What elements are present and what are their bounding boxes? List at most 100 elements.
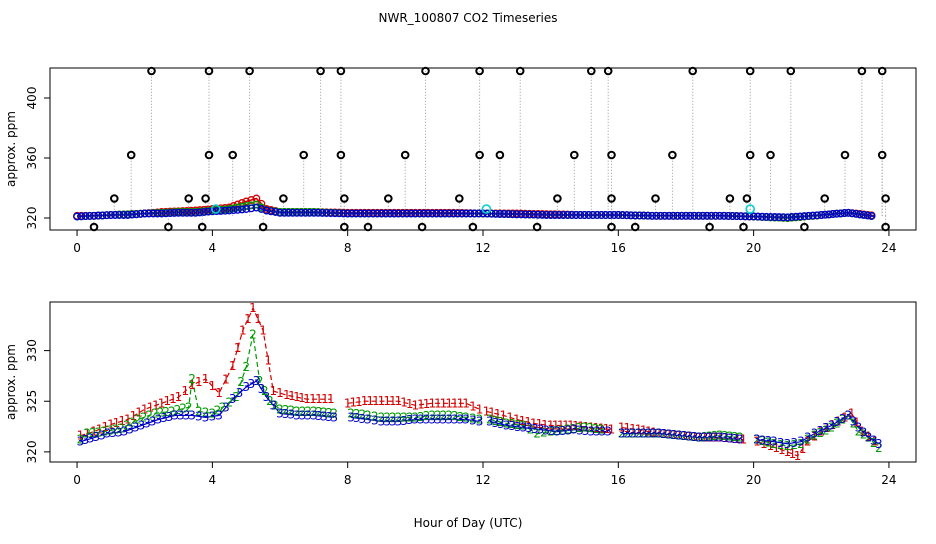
data-point-inlet-1 xyxy=(247,196,256,204)
data-point-1: 1 xyxy=(141,402,149,416)
data-point-inlet-3 xyxy=(791,212,800,221)
data-point-inlet-3 xyxy=(775,213,783,222)
data-point-inlet-3 xyxy=(271,208,280,216)
data-point-1: 1 xyxy=(101,420,109,434)
data-point-inlet-3 xyxy=(660,211,669,220)
data-point-2: 2 xyxy=(558,423,566,437)
data-point-inlet-3 xyxy=(276,208,284,217)
data-point-2: 2 xyxy=(675,429,683,443)
data-point-3: 3 xyxy=(462,413,470,427)
data-point-1: 1 xyxy=(417,398,425,412)
data-point-reference xyxy=(840,150,850,160)
data-point-2: 2 xyxy=(457,410,465,424)
data-point-1: 1 xyxy=(706,431,714,445)
data-point-inlet-3 xyxy=(836,209,845,218)
data-point-reference xyxy=(786,66,796,76)
data-point-1: 1 xyxy=(411,398,419,412)
top-axes: 0 4 8 12 16 20 24 320 360 400 xyxy=(25,87,897,255)
data-point-reference xyxy=(607,194,616,203)
data-point-1: 1 xyxy=(366,394,374,408)
data-point-inlet-3 xyxy=(627,211,635,220)
data-point-1: 1 xyxy=(784,445,792,459)
data-point-inlet-3 xyxy=(111,211,120,219)
data-point-2: 2 xyxy=(417,410,425,424)
data-point-1: 1 xyxy=(524,415,532,429)
data-point-inlet-3 xyxy=(635,211,644,220)
data-point-inlet-1 xyxy=(242,197,251,206)
data-point-3: 3 xyxy=(417,413,425,427)
data-point-reference xyxy=(820,194,830,203)
data-point-3: 3 xyxy=(428,413,436,427)
data-point-1: 1 xyxy=(135,406,143,420)
series-line-1 xyxy=(347,400,480,410)
data-point-3: 3 xyxy=(770,435,778,449)
data-point-3: 3 xyxy=(721,431,729,445)
data-point-3: 3 xyxy=(209,409,217,423)
data-point-inlet-3 xyxy=(736,212,745,221)
series-line-2 xyxy=(351,412,480,421)
data-point-1: 1 xyxy=(701,431,709,445)
data-point-inlet-3 xyxy=(567,211,576,219)
data-point-inlet-3 xyxy=(631,211,640,220)
data-point-1: 1 xyxy=(629,422,637,436)
data-point-2: 2 xyxy=(514,418,522,432)
data-point-3: 3 xyxy=(320,409,328,423)
data-point-inlet-3 xyxy=(77,212,86,221)
data-point-3: 3 xyxy=(166,410,174,424)
data-point-1: 1 xyxy=(327,392,335,406)
data-point-inlet-3 xyxy=(288,208,297,217)
data-point-1: 1 xyxy=(592,421,600,435)
data-point-2: 2 xyxy=(759,434,767,448)
data-point-2: 2 xyxy=(423,409,431,423)
data-point-2: 2 xyxy=(83,427,91,441)
data-point-3: 3 xyxy=(406,413,414,427)
data-point-3: 3 xyxy=(202,410,210,424)
data-point-inlet-3 xyxy=(572,211,580,219)
data-point-reference xyxy=(570,150,579,160)
data-point-inlet-3 xyxy=(643,211,652,220)
data-point-1: 1 xyxy=(562,419,570,433)
data-point-1: 1 xyxy=(722,431,730,445)
data-point-reference xyxy=(688,66,698,76)
data-point-1: 1 xyxy=(175,390,183,404)
data-point-3: 3 xyxy=(660,427,668,441)
data-point-reference xyxy=(164,222,173,232)
data-point-inlet-3 xyxy=(673,211,682,220)
data-point-inlet-3 xyxy=(411,209,420,218)
data-point-1: 1 xyxy=(462,396,470,410)
data-point-inlet-3 xyxy=(242,205,251,213)
data-point-3: 3 xyxy=(844,408,852,422)
data-point-3: 3 xyxy=(364,413,372,427)
data-point-inlet-3 xyxy=(694,211,703,220)
data-point-2: 2 xyxy=(462,410,470,424)
data-point-inlet-3 xyxy=(204,207,213,216)
data-point-3: 3 xyxy=(315,409,323,423)
data-point-1: 1 xyxy=(476,402,484,416)
data-point-2: 2 xyxy=(304,404,312,418)
bottom-x-tick-label: 0 xyxy=(73,473,81,487)
data-point-inlet-3 xyxy=(453,209,462,218)
data-point-1: 1 xyxy=(229,359,237,373)
data-point-3: 3 xyxy=(635,427,643,441)
data-point-1: 1 xyxy=(760,437,768,451)
data-point-3: 3 xyxy=(753,433,761,447)
data-point-1: 1 xyxy=(113,416,121,430)
data-point-3: 3 xyxy=(215,408,223,422)
data-point-2: 2 xyxy=(569,422,577,436)
data-point-2: 2 xyxy=(237,375,245,389)
data-point-2: 2 xyxy=(406,410,414,424)
data-point-inlet-3 xyxy=(314,208,323,217)
data-point-3: 3 xyxy=(183,408,191,422)
data-point-2: 2 xyxy=(790,438,798,452)
data-point-1: 1 xyxy=(254,312,262,326)
data-point-2: 2 xyxy=(711,429,719,443)
data-point-1: 1 xyxy=(778,443,786,457)
data-point-3: 3 xyxy=(764,434,772,448)
data-point-reference xyxy=(587,66,596,76)
data-point-inlet-3 xyxy=(326,209,335,218)
data-point-inlet-3 xyxy=(335,209,344,218)
data-point-1: 1 xyxy=(799,442,807,456)
data-point-2: 2 xyxy=(266,394,274,408)
data-point-2: 2 xyxy=(706,430,714,444)
data-point-reference xyxy=(204,66,214,76)
